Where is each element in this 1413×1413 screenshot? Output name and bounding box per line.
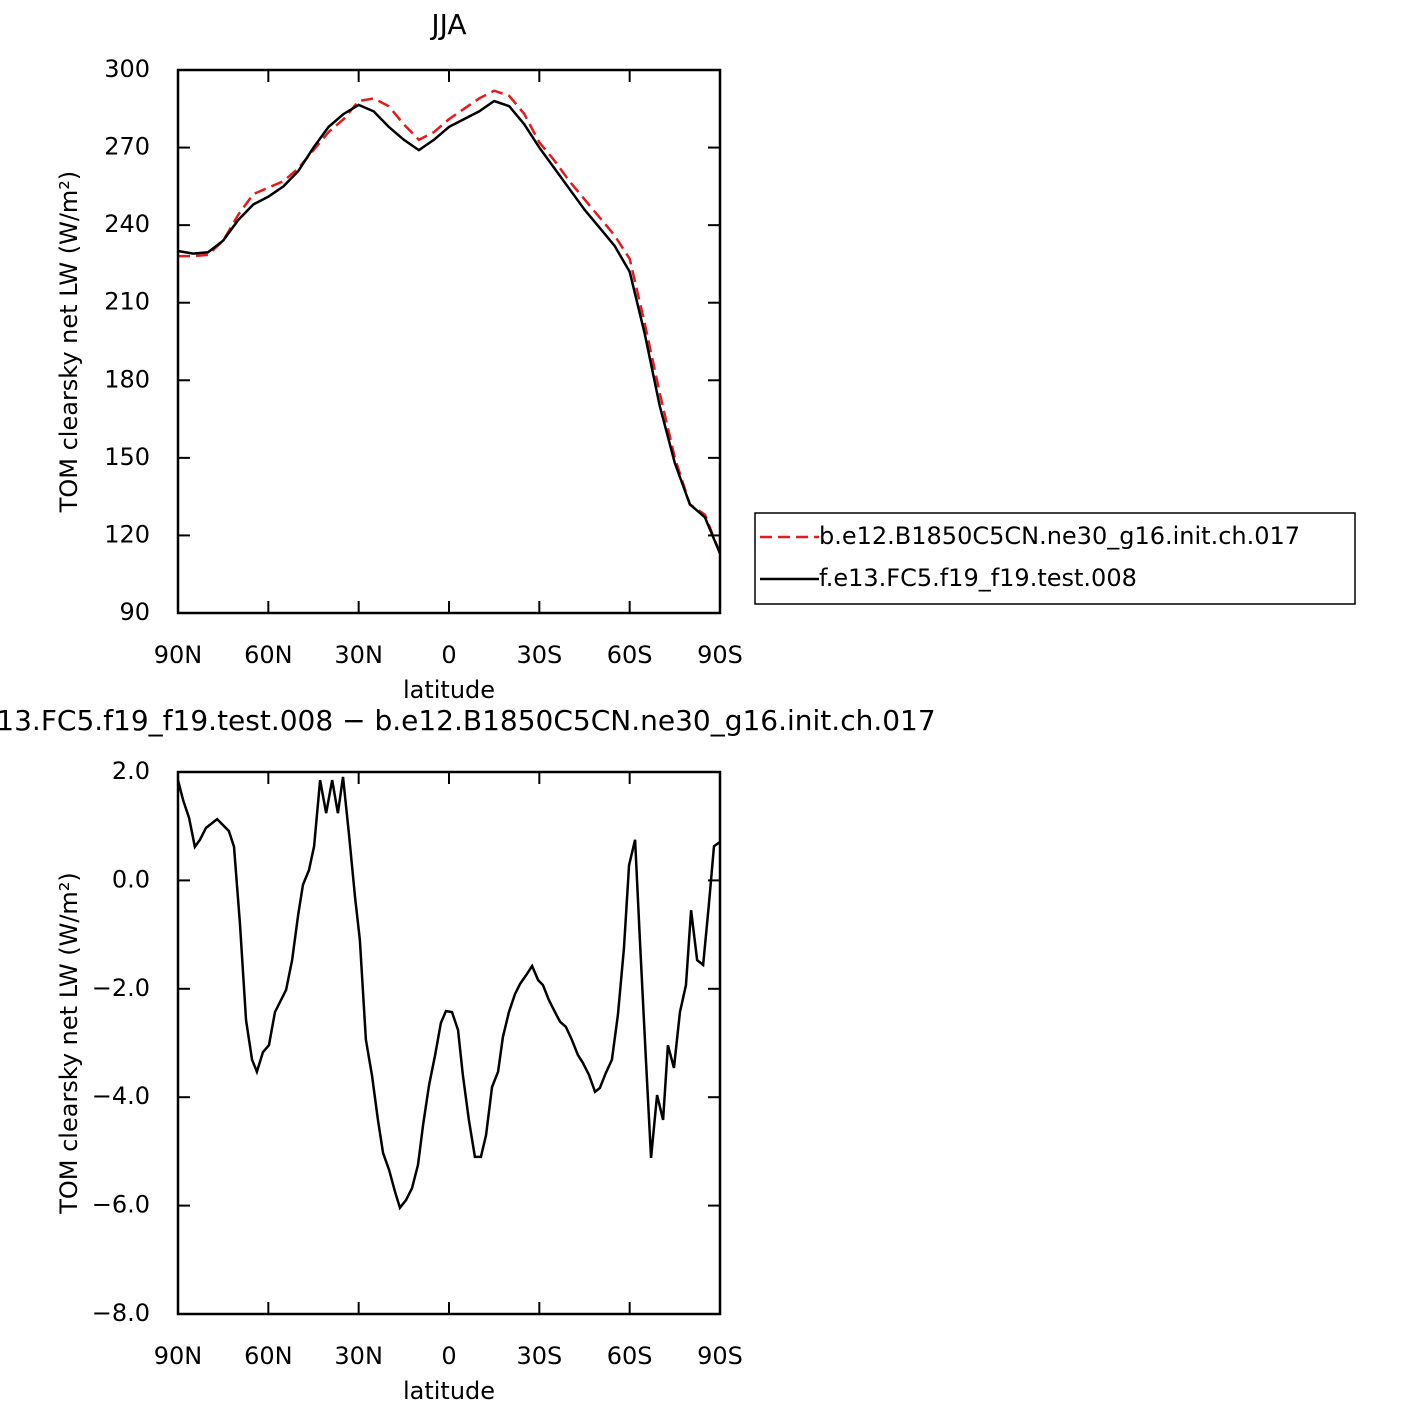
x-tick-label: 30N xyxy=(334,641,383,669)
chart-title: f.e13.FC5.f19_f19.test.008 − b.e12.B1850… xyxy=(0,704,936,737)
x-tick-label: 0 xyxy=(441,641,456,669)
y-tick-label: 270 xyxy=(104,133,150,161)
data-line xyxy=(177,99,722,555)
x-tick-label: 60N xyxy=(244,641,293,669)
y-tick-label: −4.0 xyxy=(92,1082,150,1110)
x-tick-label: 90N xyxy=(154,1342,203,1370)
y-tick-label: −8.0 xyxy=(92,1299,150,1327)
plot-frame xyxy=(176,770,722,1316)
y-axis-label: TOM clearsky net LW (W/m²) xyxy=(55,872,83,1215)
x-tick-label: 90N xyxy=(154,641,203,669)
x-tick-label: 30S xyxy=(516,1342,562,1370)
x-axis-label: latitude xyxy=(403,676,495,704)
y-tick-label: 90 xyxy=(119,598,150,626)
x-tick-label: 30N xyxy=(334,1342,383,1370)
data-line xyxy=(176,776,721,1211)
y-tick-label: 120 xyxy=(104,520,150,548)
y-tick-label: 2.0 xyxy=(112,757,150,785)
x-tick-label: 90S xyxy=(697,641,743,669)
legend-label: b.e12.B1850C5CN.ne30_g16.init.ch.017 xyxy=(819,522,1300,550)
y-tick-label: 300 xyxy=(104,55,150,83)
x-axis-label: latitude xyxy=(403,1377,495,1405)
y-tick-label: 240 xyxy=(104,210,150,238)
y-axis-label: TOM clearsky net LW (W/m²) xyxy=(55,171,83,514)
y-tick-label: 180 xyxy=(104,365,150,393)
x-tick-label: 60N xyxy=(244,1342,293,1370)
y-tick-label: 0.0 xyxy=(112,865,150,893)
x-tick-label: 90S xyxy=(697,1342,743,1370)
chart-title: JJA xyxy=(429,8,466,41)
legend-label: f.e13.FC5.f19_f19.test.008 xyxy=(819,564,1137,592)
plot-frame xyxy=(176,68,722,615)
data-line xyxy=(178,89,722,554)
y-tick-label: 210 xyxy=(104,288,150,316)
x-tick-label: 0 xyxy=(441,1342,456,1370)
y-tick-label: −6.0 xyxy=(92,1191,150,1219)
legend-box xyxy=(754,512,1356,605)
x-tick-label: 30S xyxy=(516,641,562,669)
x-tick-label: 60S xyxy=(607,1342,653,1370)
y-tick-label: −2.0 xyxy=(92,974,150,1002)
y-tick-label: 150 xyxy=(104,443,150,471)
x-tick-label: 60S xyxy=(607,641,653,669)
